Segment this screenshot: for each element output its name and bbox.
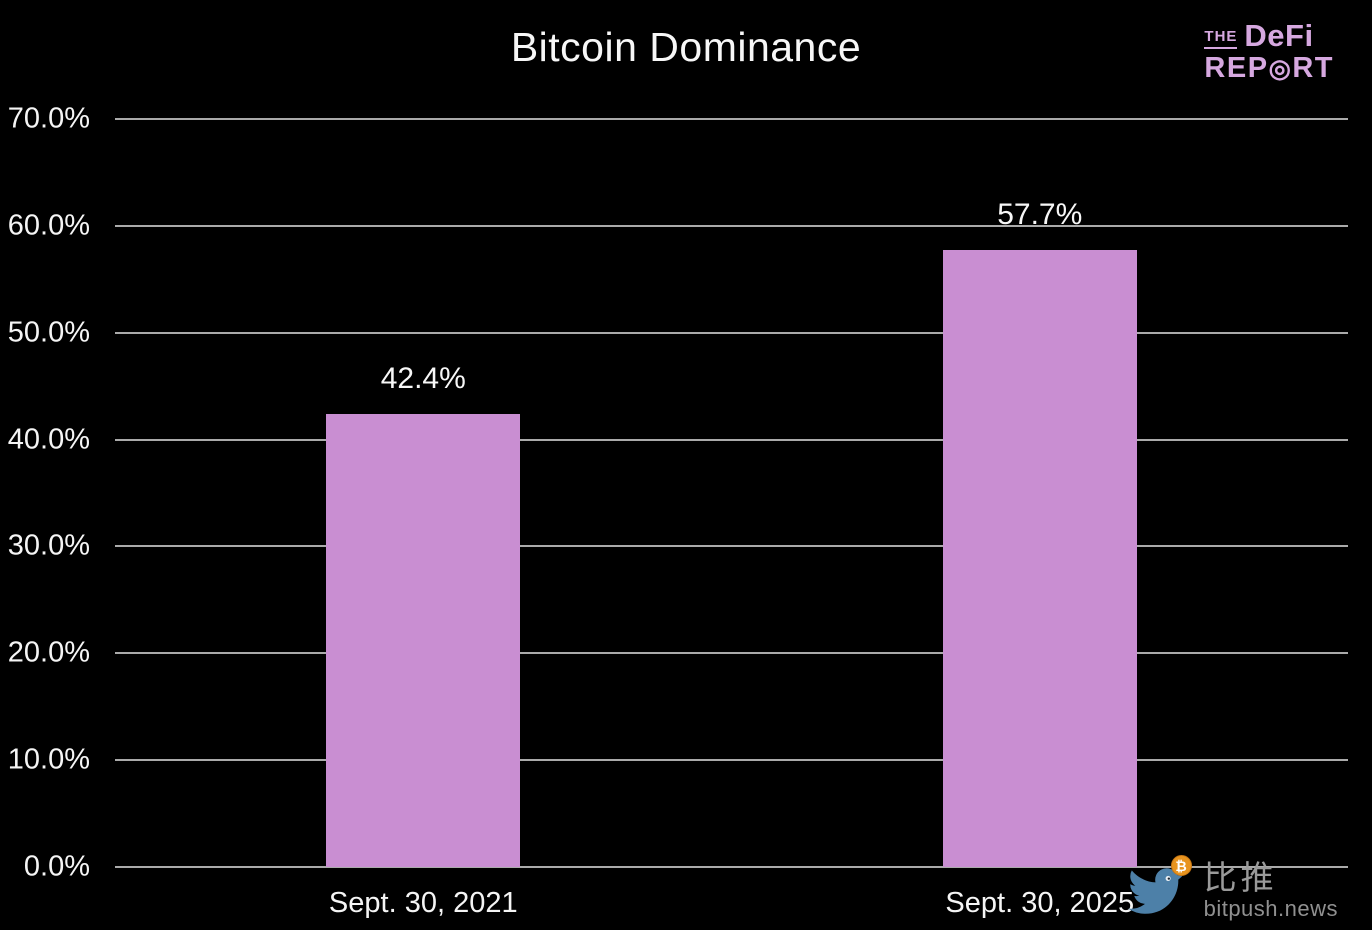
twitter-bird-icon (1127, 868, 1184, 915)
bitpush-text: 比推 bitpush.news (1204, 861, 1338, 922)
y-tick-label-50.0%: 50.0% (7, 316, 90, 349)
gridline-30.0% (115, 545, 1348, 548)
bird-wrap: ₿ (1118, 855, 1198, 919)
bitcoin-coin-icon: ₿ (1170, 855, 1192, 877)
y-tick-label-70.0%: 70.0% (7, 102, 90, 135)
gridline-20.0% (115, 652, 1348, 655)
defi-report-logo: THE DeFi REP◎RT (1204, 18, 1334, 84)
logo-bullseye-icon: ◎ (1268, 54, 1293, 83)
y-tick-label-10.0%: 10.0% (7, 743, 90, 776)
gridline-40.0% (115, 438, 1348, 441)
bar-sept-30-2021 (326, 413, 521, 867)
x-tick-label-sept-30-2021: Sept. 30, 2021 (328, 887, 518, 919)
logo-line-2: REP◎RT (1204, 51, 1334, 84)
bitpush-site-label: bitpush.news (1203, 896, 1338, 921)
logo-defi: DeFi (1244, 18, 1314, 53)
gridline-70.0% (115, 118, 1348, 120)
x-tick-label-sept-30-2025: Sept. 30, 2025 (945, 887, 1135, 919)
chart-title: Bitcoin Dominance (510, 24, 862, 70)
logo-the: THE (1204, 29, 1238, 49)
value-label-sept-30-2021: 42.4% (380, 361, 466, 395)
gridline-60.0% (115, 224, 1348, 227)
logo-line-1: THE DeFi (1204, 18, 1334, 53)
plot-area: 0.0% 10.0% 20.0% 30.0% 40.0% 50.0% 60.0% 70.0% 4… (8, 103, 1348, 919)
value-label-sept-30-2025: 57.7% (997, 198, 1083, 232)
logo-rep: REP (1204, 51, 1269, 84)
y-tick-label-30.0%: 30.0% (7, 529, 90, 562)
logo-rt: RT (1292, 51, 1334, 84)
gridline-50.0% (115, 331, 1348, 334)
bitpush-cjk-label: 比推 (1203, 859, 1278, 897)
bar-sept-30-2025 (942, 250, 1137, 867)
y-tick-label-40.0%: 40.0% (7, 423, 90, 456)
gridline-0.0% (115, 866, 1348, 868)
y-tick-label-60.0%: 60.0% (7, 209, 90, 242)
y-tick-label-0.0%: 0.0% (23, 850, 90, 883)
bitpush-watermark: ₿ 比推 bitpush.news (1118, 855, 1338, 922)
gridline-10.0% (115, 759, 1348, 762)
y-tick-label-20.0%: 20.0% (7, 636, 90, 669)
